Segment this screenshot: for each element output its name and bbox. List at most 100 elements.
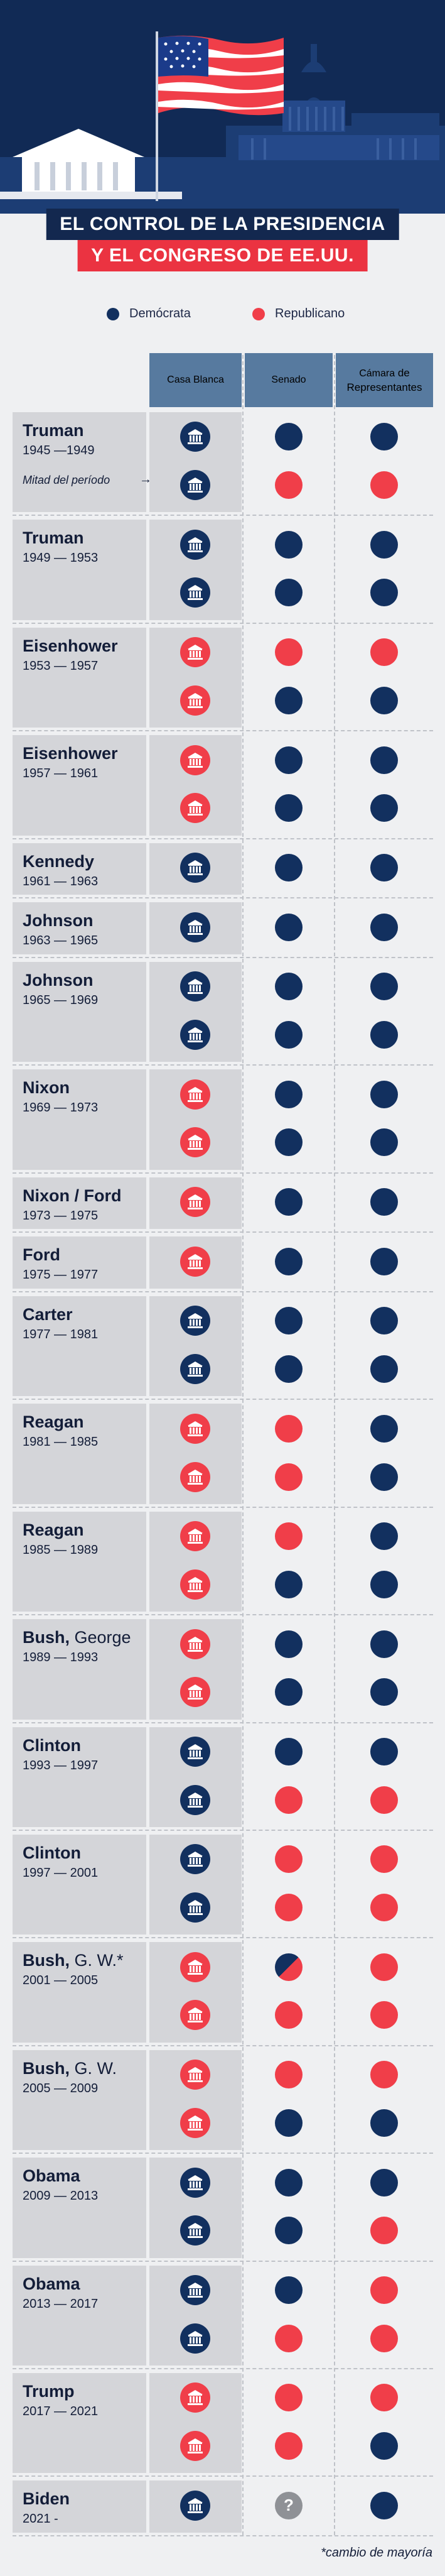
white-house-icon	[180, 1019, 210, 1050]
band-name	[13, 520, 146, 620]
white-house-icon	[180, 529, 210, 560]
row-separator	[13, 956, 433, 958]
senate-dot	[275, 423, 303, 451]
senate-dot	[275, 2324, 303, 2352]
senate-dot	[275, 1080, 303, 1108]
president-name: Obama	[23, 2274, 80, 2293]
chamber-dot	[370, 2061, 398, 2089]
column-header-senate-label: Senado	[271, 374, 306, 385]
president-name: Obama	[23, 2166, 80, 2186]
senate-dot	[275, 2109, 303, 2137]
divider-line	[242, 355, 244, 2535]
arrow-right-icon: →	[139, 472, 152, 486]
row-separator	[13, 515, 433, 516]
senate-dot	[275, 686, 303, 714]
band-name	[13, 627, 146, 728]
president-name: Bush, G. W.	[23, 2058, 117, 2078]
row-separator	[13, 1614, 433, 1616]
term-years: 2013 — 2017	[23, 2296, 99, 2311]
legend: Demócrata Republicano	[0, 307, 445, 332]
term-years: 1975 — 1977	[23, 1268, 99, 1282]
term-years: 2021 -	[23, 2512, 58, 2526]
legend-dem-dot	[107, 307, 119, 320]
white-house-icon	[180, 1246, 210, 1277]
white-house-icon	[180, 912, 210, 942]
legend-rep: Republicano	[252, 307, 345, 321]
white-house-icon	[180, 2000, 210, 2031]
white-house-icon	[180, 1354, 210, 1385]
term-years: 1957 — 1961	[23, 767, 99, 781]
term-years: 1961 — 1963	[23, 874, 99, 888]
white-house-icon	[180, 2215, 210, 2246]
term-years: 2009 — 2013	[23, 2189, 99, 2203]
senate-dot	[275, 2001, 303, 2029]
chamber-dot	[370, 1307, 398, 1335]
column-header-senate: Senado	[245, 353, 333, 407]
president-name: Ford	[23, 1245, 60, 1265]
senate-dot	[275, 2217, 303, 2245]
row-separator	[13, 1399, 433, 1400]
senate-dot	[275, 1786, 303, 1814]
row-separator	[13, 1722, 433, 1723]
white-house-icon	[180, 2060, 210, 2090]
term-years: 1953 — 1957	[23, 658, 99, 673]
president-name: Clinton	[23, 1843, 81, 1862]
band-name	[13, 902, 146, 954]
band-name	[13, 1727, 146, 1827]
row-separator	[13, 2260, 433, 2262]
band-name	[13, 1511, 146, 1612]
chamber-dot	[370, 423, 398, 451]
chamber-dot	[370, 1894, 398, 1922]
white-house-icon	[180, 2323, 210, 2354]
white-house-icon	[180, 637, 210, 668]
president-name: Carter	[23, 1305, 73, 1324]
white-house-icon	[180, 1569, 210, 1600]
chamber-dot	[370, 2324, 398, 2352]
row-separator	[13, 2367, 433, 2369]
chamber-dot	[370, 2431, 398, 2460]
band-name	[13, 1177, 146, 1230]
column-header-house: Casa Blanca	[149, 353, 242, 407]
president-name: Nixon / Ford	[23, 1186, 122, 1205]
band-name	[13, 1069, 146, 1170]
chamber-dot	[370, 794, 398, 822]
white-house-icon	[180, 1844, 210, 1875]
row-separator	[13, 897, 433, 899]
row-separator	[13, 730, 433, 732]
row-separator	[13, 1830, 433, 1831]
chamber-dot	[370, 1463, 398, 1491]
row-separator	[13, 1064, 433, 1066]
white-house-icon	[180, 793, 210, 824]
chamber-dot	[370, 686, 398, 714]
row-separator	[13, 1291, 433, 1293]
president-name: Reagan	[23, 1412, 84, 1432]
row-separator	[13, 1172, 433, 1174]
term-years: 1963 — 1965	[23, 934, 99, 948]
band-name	[13, 2158, 146, 2258]
chamber-dot	[370, 1570, 398, 1598]
senate-dot	[275, 1463, 303, 1491]
divider-line	[334, 355, 335, 2535]
senate-dot	[275, 2061, 303, 2089]
white-house-icon	[180, 2430, 210, 2461]
president-name: Bush, G. W.*	[23, 1951, 124, 1970]
title-line-1: EL CONTROL DE LA PRESIDENCIA	[46, 209, 399, 240]
row-separator	[13, 1937, 433, 1939]
senate-dot	[275, 913, 303, 941]
term-years: 1949 — 1953	[23, 551, 99, 565]
white-house-icon	[180, 1413, 210, 1444]
term-years: 2005 — 2009	[23, 2081, 99, 2095]
white-house-icon	[180, 422, 210, 452]
senate-dot	[275, 638, 303, 667]
term-years: 2001 — 2005	[23, 1973, 99, 1988]
midterm-note: Mitad del período	[23, 474, 110, 486]
column-header-chamber-line1: Cámara de	[359, 366, 410, 379]
chamber-dot	[370, 2217, 398, 2245]
white-house-icon	[180, 1736, 210, 1767]
white-house-icon	[180, 577, 210, 608]
white-house-icon	[180, 745, 210, 775]
chamber-dot	[370, 1020, 398, 1049]
band-name	[13, 843, 146, 895]
band-name	[13, 1296, 146, 1397]
white-house-icon	[180, 1784, 210, 1815]
